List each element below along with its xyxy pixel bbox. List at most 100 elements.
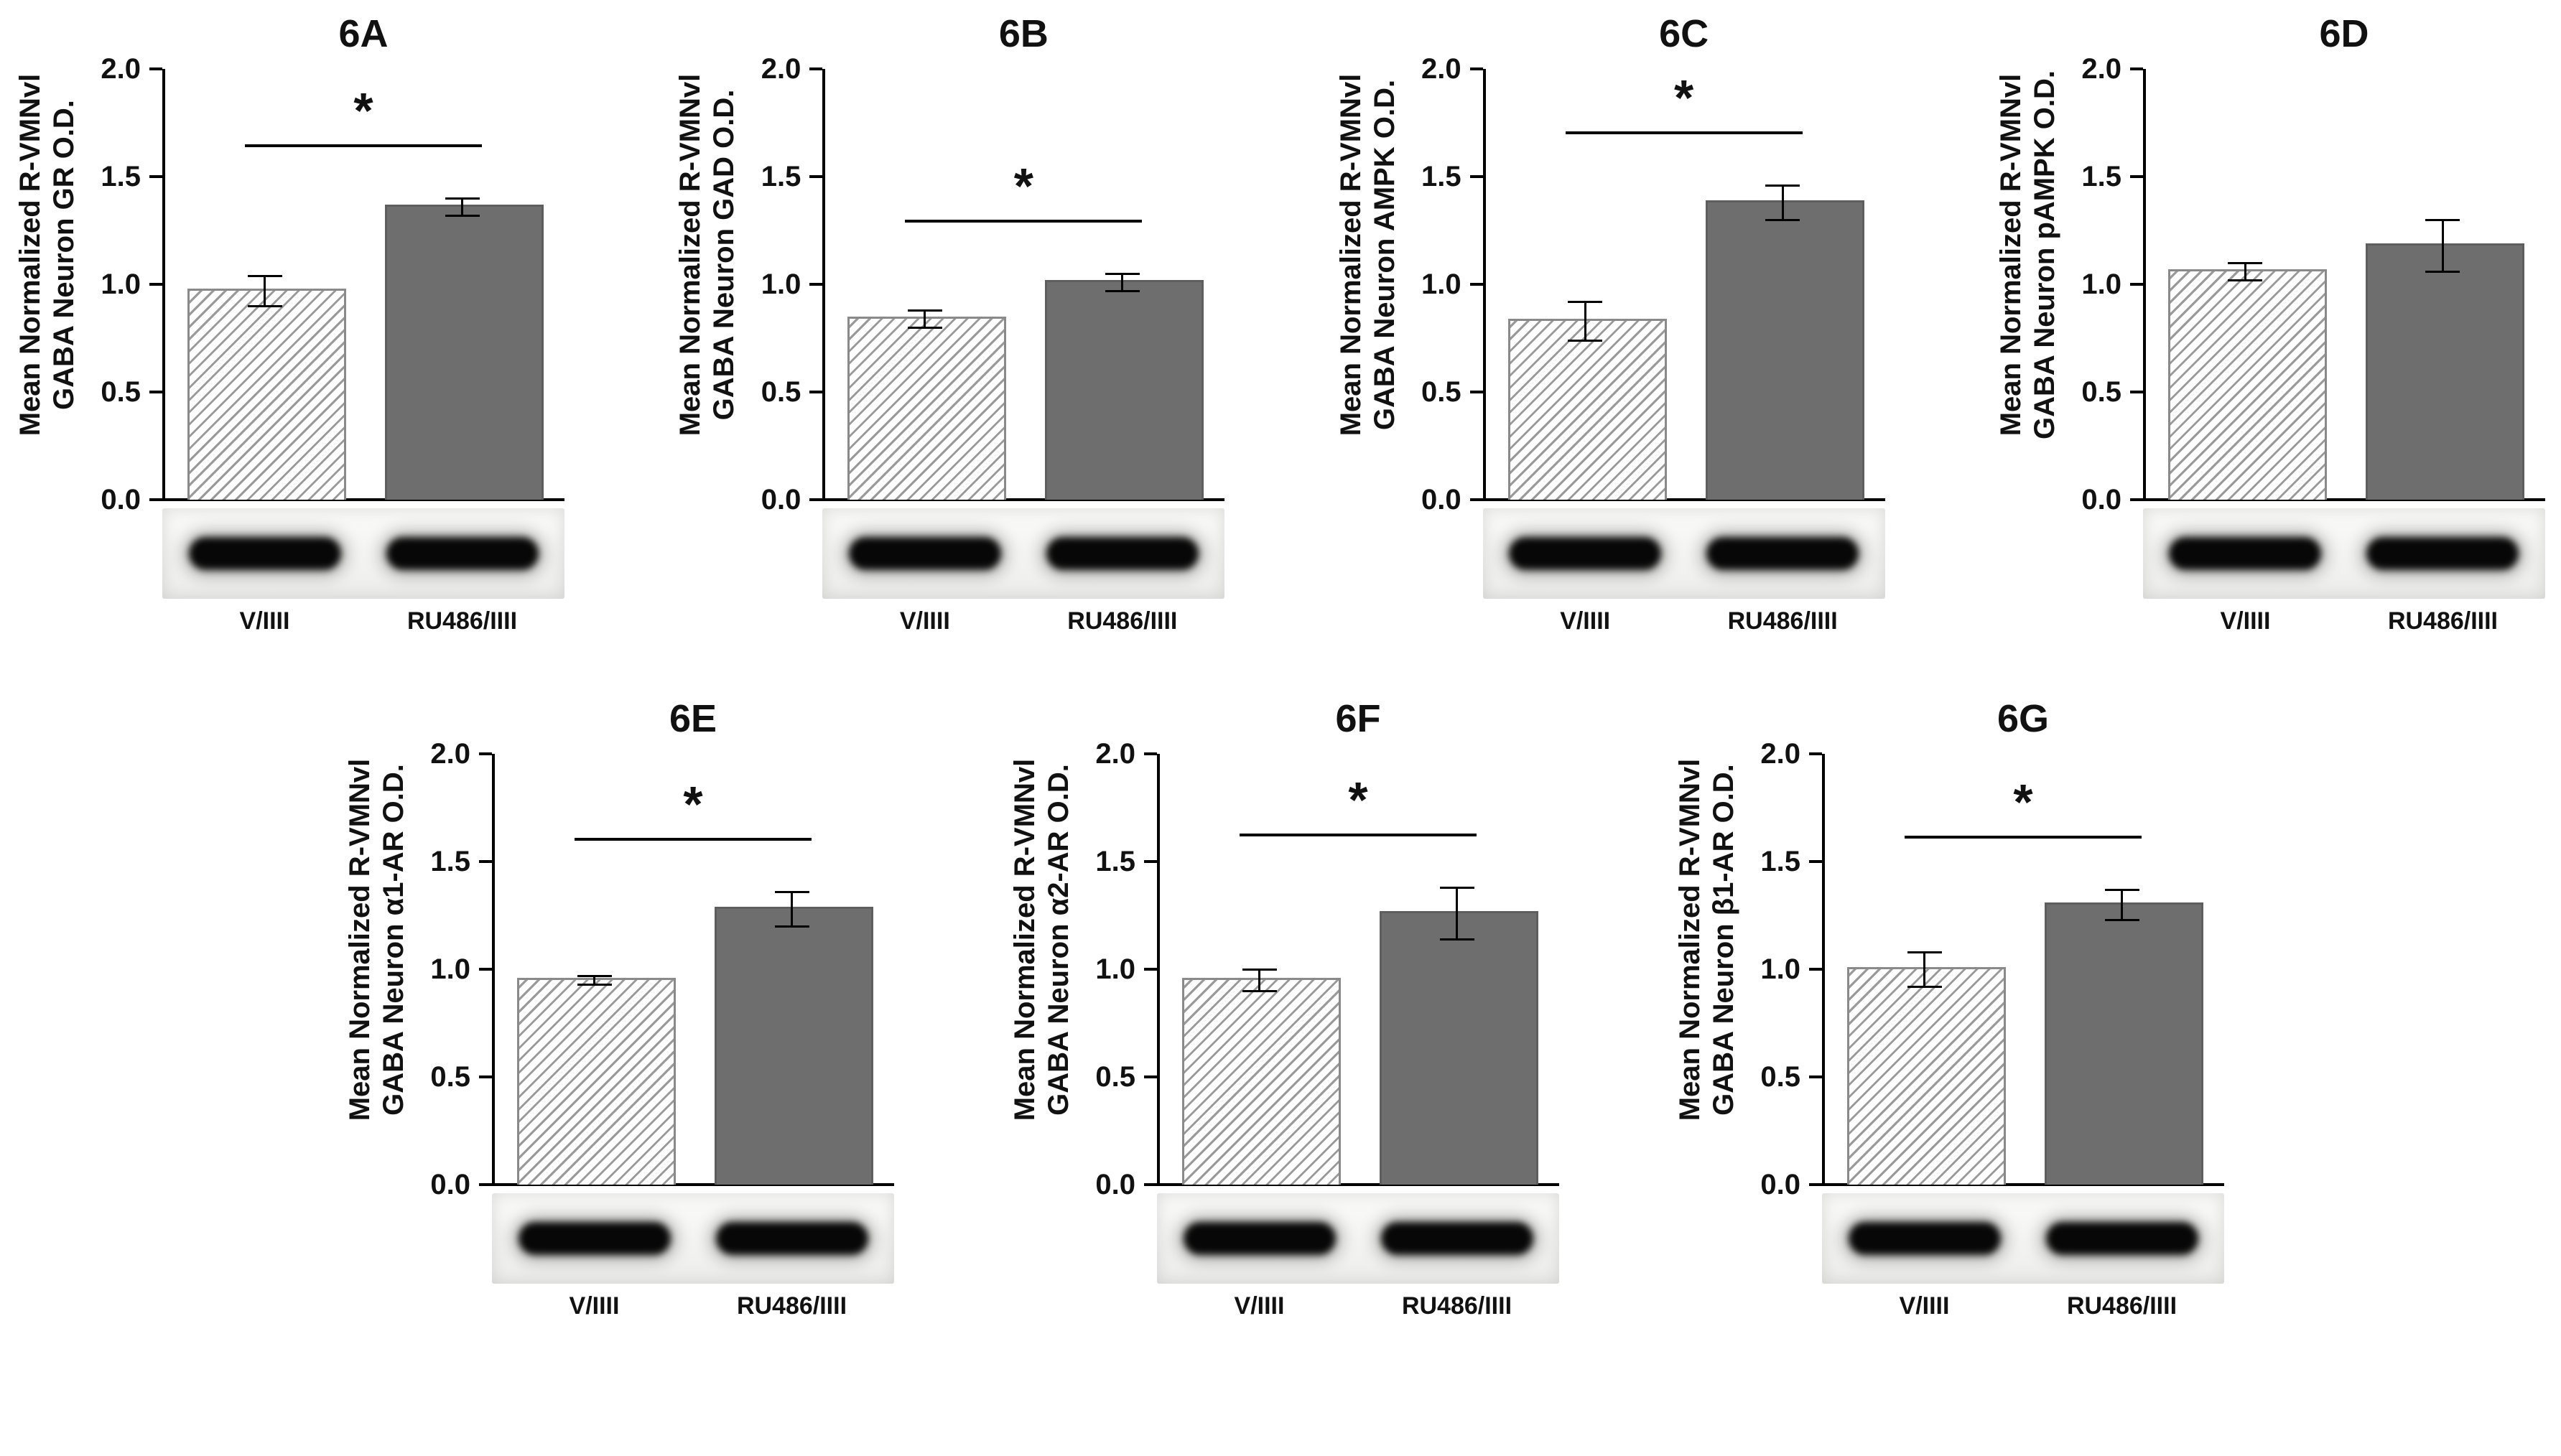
y-axis-label-line2: GABA Neuron pAMPK O.D.: [2028, 70, 2060, 440]
y-tick-label: 1.0: [1421, 269, 1461, 300]
panel-title: 6A: [338, 12, 389, 55]
blot-band: [1509, 537, 1662, 570]
x-axis-labels: V/IIII RU486/IIII: [1157, 1285, 1559, 1330]
error-bar-cap: [1907, 985, 1942, 988]
x-axis-labels: V/IIII RU486/IIII: [822, 600, 1224, 645]
error-bar: [2121, 890, 2123, 920]
significance-asterisk: *: [683, 776, 703, 832]
blot-band: [386, 537, 539, 570]
western-blot-image: [492, 1193, 894, 1284]
blot-band: [518, 1222, 671, 1255]
chart-panel: 6F Mean Normalized R-VMNvl GABA Neuron α…: [1002, 695, 1559, 1330]
y-axis-label-text: Mean Normalized R-VMNvl GABA Neuron α2-A…: [1008, 689, 1076, 1191]
chart-panel: 6E Mean Normalized R-VMNvl GABA Neuron α…: [337, 695, 894, 1330]
y-tick-mark: [1469, 498, 1483, 501]
blot-band: [1848, 1222, 2001, 1255]
error-bar-cap: [445, 214, 480, 217]
error-bar: [2244, 263, 2246, 280]
y-tick-mark: [809, 283, 823, 286]
y-tick-label: 2.0: [1095, 738, 1135, 770]
y-tick-mark: [809, 175, 823, 178]
x-category-label: V/IIII: [2220, 607, 2271, 635]
panel-title: 6G: [1997, 697, 2050, 740]
y-tick-label: 1.0: [1760, 953, 1800, 985]
y-tick-mark: [479, 1075, 492, 1078]
x-category-label: RU486/IIII: [2066, 1292, 2177, 1320]
x-category-label: RU486/IIII: [406, 607, 518, 635]
y-tick-label: 2.0: [101, 53, 141, 85]
y-axis-label-line2: GABA Neuron GAD O.D.: [708, 89, 740, 421]
y-axis-label-line1: Mean Normalized R-VMNvl: [1008, 758, 1041, 1121]
y-tick-mark: [1144, 968, 1157, 971]
blot-band: [1046, 537, 1199, 570]
blot-band: [1183, 1222, 1336, 1255]
y-tick-mark: [1144, 752, 1157, 755]
y-tick-label: 0.5: [761, 376, 801, 408]
y-tick-mark: [1809, 752, 1822, 755]
panel-title: 6B: [998, 12, 1049, 55]
blot-band: [2169, 537, 2322, 570]
x-axis-line: [162, 498, 564, 501]
y-axis-line: [1822, 754, 1825, 1186]
blot-band: [1706, 537, 1859, 570]
plot-area: [2142, 69, 2545, 501]
y-tick-mark: [2129, 498, 2143, 501]
y-tick-label: 2.0: [761, 53, 801, 85]
bar: [385, 205, 544, 500]
y-tick-label: 1.5: [1421, 161, 1461, 192]
error-bar: [2441, 220, 2444, 271]
plot-area: *: [162, 69, 564, 501]
y-tick-label: 0.0: [101, 484, 141, 515]
error-bar-cap: [2228, 261, 2263, 264]
chart-panel: 6A Mean Normalized R-VMNvl GABA Neuron G…: [7, 10, 564, 645]
x-category-label: V/IIII: [569, 1292, 620, 1320]
y-tick-label: 1.5: [2081, 161, 2121, 192]
error-bar: [791, 892, 793, 926]
significance-line: [575, 838, 812, 841]
significance-line: [905, 220, 1143, 223]
y-tick-label: 0.5: [2081, 376, 2121, 408]
bar: [2045, 902, 2203, 1185]
error-bar-cap: [774, 925, 809, 928]
y-tick-mark: [1469, 67, 1483, 70]
x-category-label: V/IIII: [1234, 1292, 1285, 1320]
error-bar-cap: [577, 974, 612, 977]
blot-band: [2045, 1222, 2198, 1255]
x-axis-labels: V/IIII RU486/IIII: [1483, 600, 1885, 645]
y-axis-label-text: Mean Normalized R-VMNvl GABA Neuron GR O…: [14, 4, 81, 506]
y-axis-label-line1: Mean Normalized R-VMNvl: [14, 73, 46, 437]
x-axis-line: [1482, 498, 1885, 501]
error-bar-cap: [1242, 968, 1277, 971]
western-blot-image: [162, 508, 564, 599]
x-axis-line: [1157, 1183, 1559, 1186]
x-category-label: RU486/IIII: [1067, 607, 1178, 635]
bar: [1705, 200, 1864, 500]
y-axis-label-text: Mean Normalized R-VMNvl GABA Neuron α1-A…: [343, 689, 411, 1191]
y-tick-label: 0.0: [1095, 1169, 1135, 1200]
blot-band: [188, 537, 341, 570]
y-axis: 0.0 0.5 1.0 1.5 2.0: [2068, 53, 2143, 515]
error-bar-cap: [1907, 951, 1942, 953]
y-tick-label: 0.5: [1095, 1061, 1135, 1093]
y-axis-label: Mean Normalized R-VMNvl GABA Neuron GAD …: [667, 10, 748, 500]
plot-area: *: [822, 69, 1225, 501]
y-tick-mark: [149, 498, 162, 501]
y-axis-line: [2142, 69, 2146, 501]
y-axis: 0.0 0.5 1.0 1.5 2.0: [1408, 53, 1483, 515]
x-axis-labels: V/IIII RU486/IIII: [492, 1285, 894, 1330]
error-bar-cap: [1765, 218, 1800, 221]
y-axis-label-line2: GABA Neuron β1-AR O.D.: [1708, 764, 1739, 1116]
y-axis-label-text: Mean Normalized R-VMNvl GABA Neuron pAMP…: [1994, 4, 2062, 506]
y-tick-label: 1.0: [101, 269, 141, 300]
bar: [187, 289, 346, 500]
y-tick-mark: [149, 391, 162, 393]
y-tick-label: 0.5: [1760, 1061, 1800, 1093]
x-category-label: V/IIII: [1560, 607, 1611, 635]
x-category-label: RU486/IIII: [736, 1292, 847, 1320]
y-tick-label: 1.0: [430, 953, 470, 985]
error-bar-cap: [2425, 270, 2460, 273]
blot-band: [848, 537, 1001, 570]
bar: [1182, 978, 1341, 1185]
blot-band: [1380, 1222, 1533, 1255]
y-axis: 0.0 0.5 1.0 1.5 2.0: [748, 53, 823, 515]
